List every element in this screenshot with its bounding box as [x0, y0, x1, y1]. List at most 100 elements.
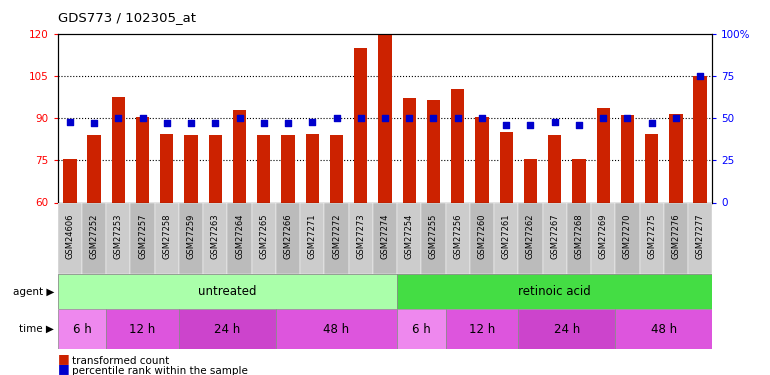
- Bar: [160, 134, 173, 202]
- Bar: [179, 202, 203, 274]
- Bar: [354, 48, 367, 202]
- Bar: [106, 309, 179, 349]
- Text: GSM27273: GSM27273: [357, 213, 365, 259]
- Bar: [106, 202, 130, 274]
- Point: [573, 122, 585, 128]
- Text: GSM27255: GSM27255: [429, 213, 438, 259]
- Text: retinoic acid: retinoic acid: [518, 285, 591, 298]
- Point: [330, 115, 343, 121]
- Text: GDS773 / 102305_at: GDS773 / 102305_at: [58, 10, 196, 24]
- Bar: [227, 202, 252, 274]
- Point: [621, 115, 634, 121]
- Text: GSM27266: GSM27266: [283, 213, 293, 259]
- Text: GSM27268: GSM27268: [574, 213, 584, 259]
- Point: [282, 120, 294, 126]
- Bar: [451, 88, 464, 202]
- Text: GSM27265: GSM27265: [259, 213, 268, 259]
- Point: [379, 115, 391, 121]
- Text: GSM27252: GSM27252: [89, 213, 99, 259]
- Text: percentile rank within the sample: percentile rank within the sample: [72, 366, 247, 375]
- Bar: [373, 202, 397, 274]
- Text: 6 h: 6 h: [72, 322, 92, 336]
- Point: [112, 115, 125, 121]
- Text: untreated: untreated: [198, 285, 256, 298]
- Text: 24 h: 24 h: [214, 322, 240, 336]
- Text: 24 h: 24 h: [554, 322, 580, 336]
- Text: GSM27260: GSM27260: [477, 213, 487, 259]
- Point: [233, 115, 246, 121]
- Bar: [155, 202, 179, 274]
- Text: GSM27264: GSM27264: [235, 213, 244, 259]
- Text: GSM27262: GSM27262: [526, 213, 535, 259]
- Bar: [548, 135, 561, 202]
- Bar: [615, 202, 640, 274]
- Bar: [252, 202, 276, 274]
- Bar: [597, 108, 610, 202]
- Text: GSM27276: GSM27276: [671, 213, 681, 259]
- Point: [451, 115, 464, 121]
- Bar: [276, 202, 300, 274]
- Bar: [567, 202, 591, 274]
- Bar: [306, 134, 319, 202]
- Bar: [233, 110, 246, 202]
- Bar: [203, 202, 227, 274]
- Text: GSM27254: GSM27254: [405, 213, 413, 259]
- Bar: [403, 99, 416, 202]
- Point: [306, 118, 319, 124]
- Bar: [421, 202, 446, 274]
- Bar: [184, 135, 198, 202]
- Bar: [130, 202, 155, 274]
- Text: GSM27257: GSM27257: [138, 213, 147, 259]
- Bar: [494, 202, 518, 274]
- Point: [209, 120, 222, 126]
- Bar: [397, 202, 421, 274]
- Text: 48 h: 48 h: [651, 322, 677, 336]
- Text: 6 h: 6 h: [412, 322, 430, 336]
- Text: GSM27258: GSM27258: [162, 213, 172, 259]
- Bar: [621, 116, 634, 202]
- Text: 12 h: 12 h: [129, 322, 156, 336]
- Bar: [82, 202, 106, 274]
- Bar: [470, 202, 494, 274]
- Bar: [427, 100, 440, 202]
- Point: [136, 115, 149, 121]
- Text: 48 h: 48 h: [323, 322, 350, 336]
- Point: [476, 115, 488, 121]
- Text: ■: ■: [58, 352, 69, 365]
- Bar: [257, 135, 270, 202]
- Bar: [281, 135, 295, 202]
- Bar: [209, 135, 222, 202]
- Text: GSM27275: GSM27275: [647, 213, 656, 259]
- Point: [258, 120, 270, 126]
- Bar: [664, 202, 688, 274]
- Point: [645, 120, 658, 126]
- Text: GSM27256: GSM27256: [454, 213, 462, 259]
- Point: [355, 115, 367, 121]
- Bar: [397, 309, 446, 349]
- Bar: [543, 202, 567, 274]
- Bar: [518, 309, 615, 349]
- Text: GSM27269: GSM27269: [598, 213, 608, 259]
- Bar: [378, 34, 392, 203]
- Text: GSM27259: GSM27259: [186, 213, 196, 259]
- Text: GSM27277: GSM27277: [695, 213, 705, 259]
- Text: GSM27272: GSM27272: [332, 213, 341, 259]
- Bar: [276, 309, 397, 349]
- Text: transformed count: transformed count: [72, 356, 169, 366]
- Point: [185, 120, 197, 126]
- Bar: [669, 114, 682, 202]
- Bar: [324, 202, 349, 274]
- Point: [548, 118, 561, 124]
- Bar: [300, 202, 324, 274]
- Text: GSM27253: GSM27253: [114, 213, 123, 259]
- Text: GSM27270: GSM27270: [623, 213, 632, 259]
- Bar: [179, 309, 276, 349]
- Bar: [688, 202, 712, 274]
- Bar: [136, 117, 149, 202]
- Bar: [475, 117, 489, 202]
- Text: time ▶: time ▶: [19, 324, 54, 334]
- Text: GSM27274: GSM27274: [380, 213, 390, 259]
- Text: GSM27271: GSM27271: [308, 213, 316, 259]
- Bar: [63, 159, 76, 203]
- Bar: [645, 134, 658, 202]
